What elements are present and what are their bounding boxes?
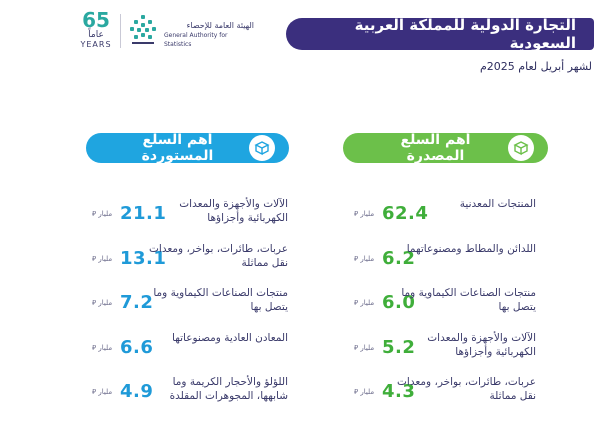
value-unit: مليار ⃁ [92,210,113,218]
category-label: عربات، طائرات، بواخر، ومعدات نقل مماثلة [149,242,288,269]
export-row-item: مليار ⃁ 5.2 الآلات والأجهزة والمعدات الكهر… [354,331,536,371]
category-label: المنتجات المعدنية [459,198,536,210]
value-unit: مليار ⃁ [354,343,375,352]
value-unit: مليار ⃁ [92,254,113,263]
value-unit: مليار ⃁ [354,388,375,396]
page-title: التجارة الدولية للمملكة العربية السعودية [286,16,594,52]
imports-box-icon [249,135,275,161]
value-label: 13.1 [120,247,167,269]
value-unit: مليار ⃁ [354,254,375,263]
exports-title: أهم السلع المصدرة [400,132,471,164]
category-label: منتجات الصناعات الكيماوية وما يتصل بها [401,287,536,313]
import-row-item: مليار ⃁ 13.1 عربات، طائرات، بواخر، ومعدات … [92,242,288,282]
anniversary-years: YEARS [80,40,112,49]
value-label: 4.3 [382,381,416,402]
category-label: اللدائن والمطاط ومصنوعاتهما [406,242,536,255]
category-label: الآلات والأجهزة والمعدات الكهربائية وأجز… [179,198,288,224]
value-label: 5.2 [382,336,416,358]
value-label: 6.0 [382,292,416,313]
category-label: منتجات الصناعات الكيماوية وما يتصل بها [153,287,288,313]
page-subtitle: لشهر أبريل لعام 2025م [479,60,592,73]
import-row-item: مليار ⃁ 4.9 اللؤلؤ والأحجار الكريمة وما شا… [92,375,288,415]
import-row-item: مليار ⃁ 21.1 الآلات والأجهزة والمعدات الكه… [92,197,288,237]
anniversary-number: 65 [82,8,110,32]
value-label: 4.9 [120,381,154,402]
exports-box-icon [508,135,534,161]
export-row-item: مليار ⃁ 62.4 المنتجات المعدنية [354,197,536,237]
category-label: عربات، طائرات، بواخر، ومعدات نقل مماثلة [397,376,536,402]
anniversary-mark: 65 عاماً YEARS [78,10,114,49]
value-label: 7.2 [120,292,154,313]
anniversary-arabic: عاماً [88,30,104,40]
category-label: الآلات والأجهزة والمعدات الكهربائية وأجز… [427,331,536,358]
category-label: اللؤلؤ والأحجار الكريمة وما شابهها، المج… [169,376,288,402]
org-name-ar: الهيئة العامة للإحصاء [186,21,254,30]
logo-divider [120,14,121,48]
import-row-item: مليار ⃁ 6.6 المعادن العادية ومصنوعاتها [92,331,288,371]
value-label: 6.2 [382,247,416,269]
value-unit: مليار ⃁ [354,299,375,307]
import-row-item: مليار ⃁ 7.2 منتجات الصناعات الكيماوية وما … [92,286,288,326]
value-unit: مليار ⃁ [92,388,113,396]
export-row-item: مليار ⃁ 6.0 منتجات الصناعات الكيماوية وما … [354,286,536,326]
export-row-item: مليار ⃁ 6.2 اللدائن والمطاط ومصنوعاتهما [354,242,536,282]
value-label: 6.6 [120,336,154,358]
imports-title: أهم السلع المستوردة [141,132,214,164]
imports-header: أهم السلع المستوردة [86,132,289,164]
value-unit: مليار ⃁ [92,299,113,307]
gastat-logo: 65 عاماً YEARS الهيئة العامة للإحصاء Gen… [78,10,254,52]
exports-header: أهم السلع المصدرة [343,132,548,164]
category-label: المعادن العادية ومصنوعاتها [172,331,288,344]
value-label: 62.4 [382,203,429,224]
gastat-emblem-icon [130,15,156,44]
value-unit: مليار ⃁ [92,343,113,352]
value-unit: مليار ⃁ [354,210,375,218]
value-label: 21.1 [120,203,167,224]
logo-text: الهيئة العامة للإحصاء General Authority … [164,20,254,49]
export-row-item: مليار ⃁ 4.3 عربات، طائرات، بواخر، ومعدات ن… [354,375,536,415]
org-name-en: General Authority for Statistics [164,32,228,48]
